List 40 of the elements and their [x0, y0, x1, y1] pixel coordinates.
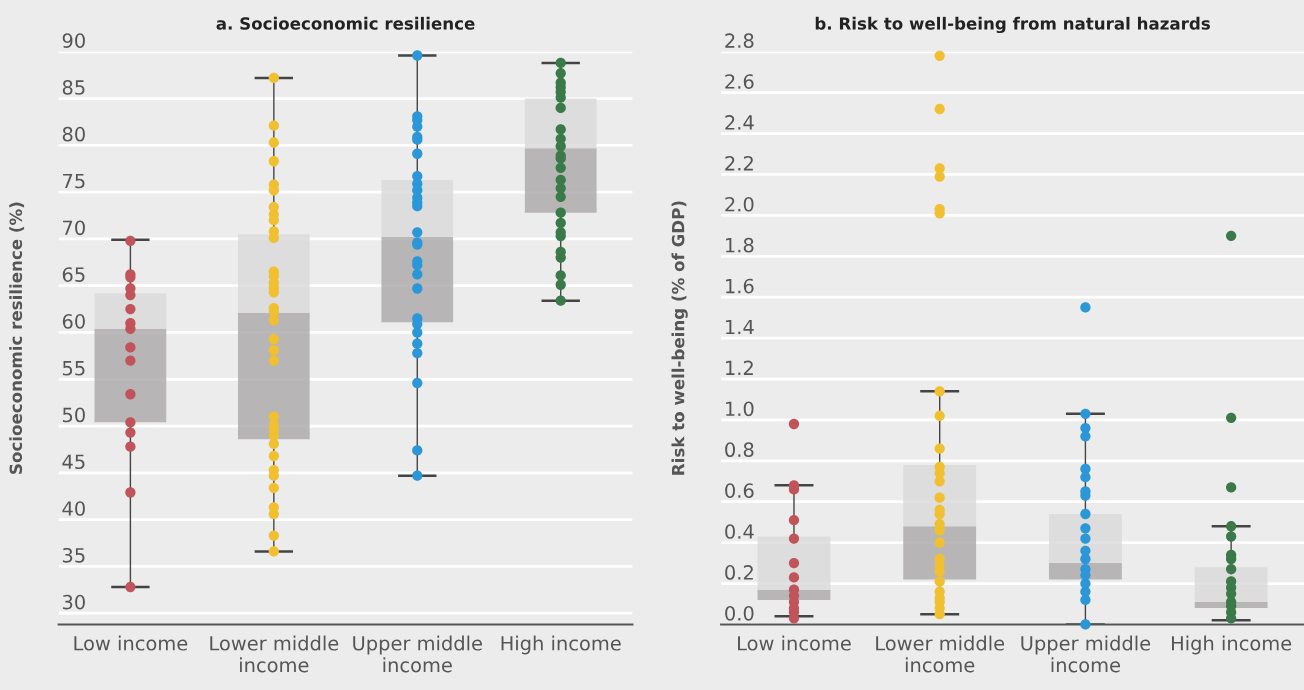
chart-title: b. Risk to well-being from natural hazards	[815, 16, 1210, 34]
y-tick-label: 65	[62, 267, 85, 282]
y-tick-label: 0.2	[725, 565, 753, 580]
y-tick-label: 0.8	[725, 442, 754, 458]
y-tick-label: 50	[62, 407, 85, 423]
chart-title: a. Socioeconomic resilience	[216, 16, 475, 30]
y-tick-label: 35	[62, 547, 85, 563]
y-tick-label: 70	[63, 220, 85, 236]
x-tick-label: Lower middle income	[876, 635, 1005, 673]
y-tick-label: 85	[62, 80, 85, 95]
y-tick-label: 40	[62, 501, 85, 516]
y-tick-label: 80	[62, 126, 85, 142]
y-axis-title: Socioeconomic resilience (%)	[9, 202, 25, 474]
x-tick-label: Lower middle income	[210, 635, 339, 673]
y-tick-label: 2.4	[725, 115, 754, 130]
x-tick-label: High income	[1172, 635, 1292, 655]
y-tick-label: 0.6	[725, 483, 754, 498]
x-tick-label: Low income	[74, 635, 188, 651]
y-tick-label: 1.2	[726, 360, 753, 375]
y-tick-label: 60	[62, 314, 85, 329]
y-tick-label: 1.0	[726, 401, 754, 417]
y-tick-label: 45	[62, 454, 85, 470]
y-tick-label: 1.8	[726, 237, 754, 253]
y-tick-label: 2.8	[725, 33, 754, 48]
y-tick-label: 75	[63, 173, 85, 189]
x-tick-label: Upper middle income	[353, 635, 482, 673]
x-tick-label: High income	[501, 635, 621, 655]
y-tick-label: 2.2	[725, 156, 753, 171]
y-tick-label: 2.0	[725, 196, 754, 212]
y-tick-label: 1.6	[726, 278, 754, 294]
x-tick-label: Upper middle income	[1021, 635, 1151, 673]
y-tick-label: 0.4	[725, 524, 754, 539]
x-tick-label: Low income	[738, 635, 851, 651]
y-tick-label: 55	[62, 361, 85, 376]
y-axis-title: Risk to well-being (% of GDP)	[671, 201, 688, 475]
y-tick-label: 90	[62, 33, 85, 48]
y-tick-label: 0.0	[725, 605, 754, 621]
y-tick-label: 1.4	[726, 319, 754, 335]
y-tick-label: 30	[62, 594, 85, 610]
y-tick-label: 2.6	[725, 74, 754, 89]
